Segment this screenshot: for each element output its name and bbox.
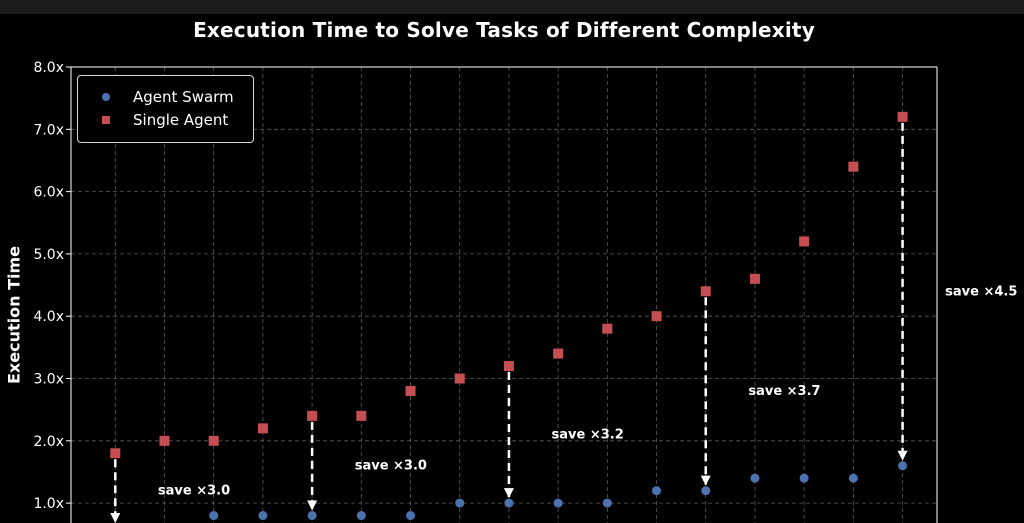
data-point-single-agent: [405, 385, 416, 396]
legend-label: Agent Swarm: [133, 88, 234, 106]
data-point-agent-swarm: [356, 511, 366, 521]
data-point-agent-swarm: [898, 461, 908, 471]
data-point-single-agent: [848, 161, 859, 172]
y-tick-label: 7.0x: [33, 122, 64, 138]
data-point-single-agent: [553, 348, 564, 359]
legend-label: Single Agent: [133, 111, 229, 129]
data-point-agent-swarm: [209, 511, 219, 521]
y-tick-label: 6.0x: [33, 185, 64, 201]
circle-marker-icon: [102, 93, 110, 101]
data-point-single-agent: [749, 273, 760, 284]
data-point-single-agent: [897, 111, 908, 122]
savings-label: save ×3.7: [748, 384, 820, 399]
data-point-agent-swarm: [750, 473, 760, 483]
chart-title: Execution Time to Solve Tasks of Differe…: [193, 18, 815, 42]
data-point-single-agent: [799, 236, 810, 247]
data-point-agent-swarm: [848, 473, 858, 483]
y-tick-label: 1.0x: [33, 496, 64, 512]
legend: Agent Swarm Single Agent: [77, 75, 254, 143]
data-point-agent-swarm: [553, 498, 563, 508]
top-strip: [0, 0, 1024, 14]
y-tick-label: 8.0x: [33, 60, 64, 76]
legend-item-agent-swarm: Agent Swarm: [102, 88, 234, 106]
y-tick-label: 3.0x: [33, 372, 64, 388]
data-point-single-agent: [602, 323, 613, 334]
data-point-single-agent: [110, 448, 121, 459]
data-point-single-agent: [454, 373, 465, 384]
data-point-agent-swarm: [406, 511, 416, 521]
y-tick-label: 5.0x: [33, 247, 64, 263]
savings-label: save ×3.0: [158, 484, 230, 499]
data-point-agent-swarm: [701, 486, 711, 496]
data-point-agent-swarm: [504, 498, 514, 508]
data-point-single-agent: [208, 435, 219, 446]
data-point-single-agent: [651, 311, 662, 322]
data-point-single-agent: [257, 423, 268, 434]
data-point-single-agent: [503, 361, 514, 372]
savings-label: save ×3.0: [355, 459, 427, 474]
data-point-agent-swarm: [602, 498, 612, 508]
data-point-single-agent: [700, 286, 711, 297]
data-point-single-agent: [356, 410, 367, 421]
data-point-agent-swarm: [455, 498, 465, 508]
data-point-single-agent: [307, 410, 318, 421]
y-tick-label: 2.0x: [33, 434, 64, 450]
data-point-single-agent: [159, 435, 170, 446]
data-point-agent-swarm: [799, 473, 809, 483]
square-marker-icon: [102, 116, 110, 124]
savings-label: save ×4.5: [945, 284, 1017, 299]
data-point-agent-swarm: [307, 511, 317, 521]
data-point-agent-swarm: [652, 486, 662, 496]
legend-item-single-agent: Single Agent: [102, 111, 228, 129]
y-tick-label: 4.0x: [33, 309, 64, 325]
savings-label: save ×3.2: [552, 428, 624, 443]
data-point-agent-swarm: [258, 511, 268, 521]
